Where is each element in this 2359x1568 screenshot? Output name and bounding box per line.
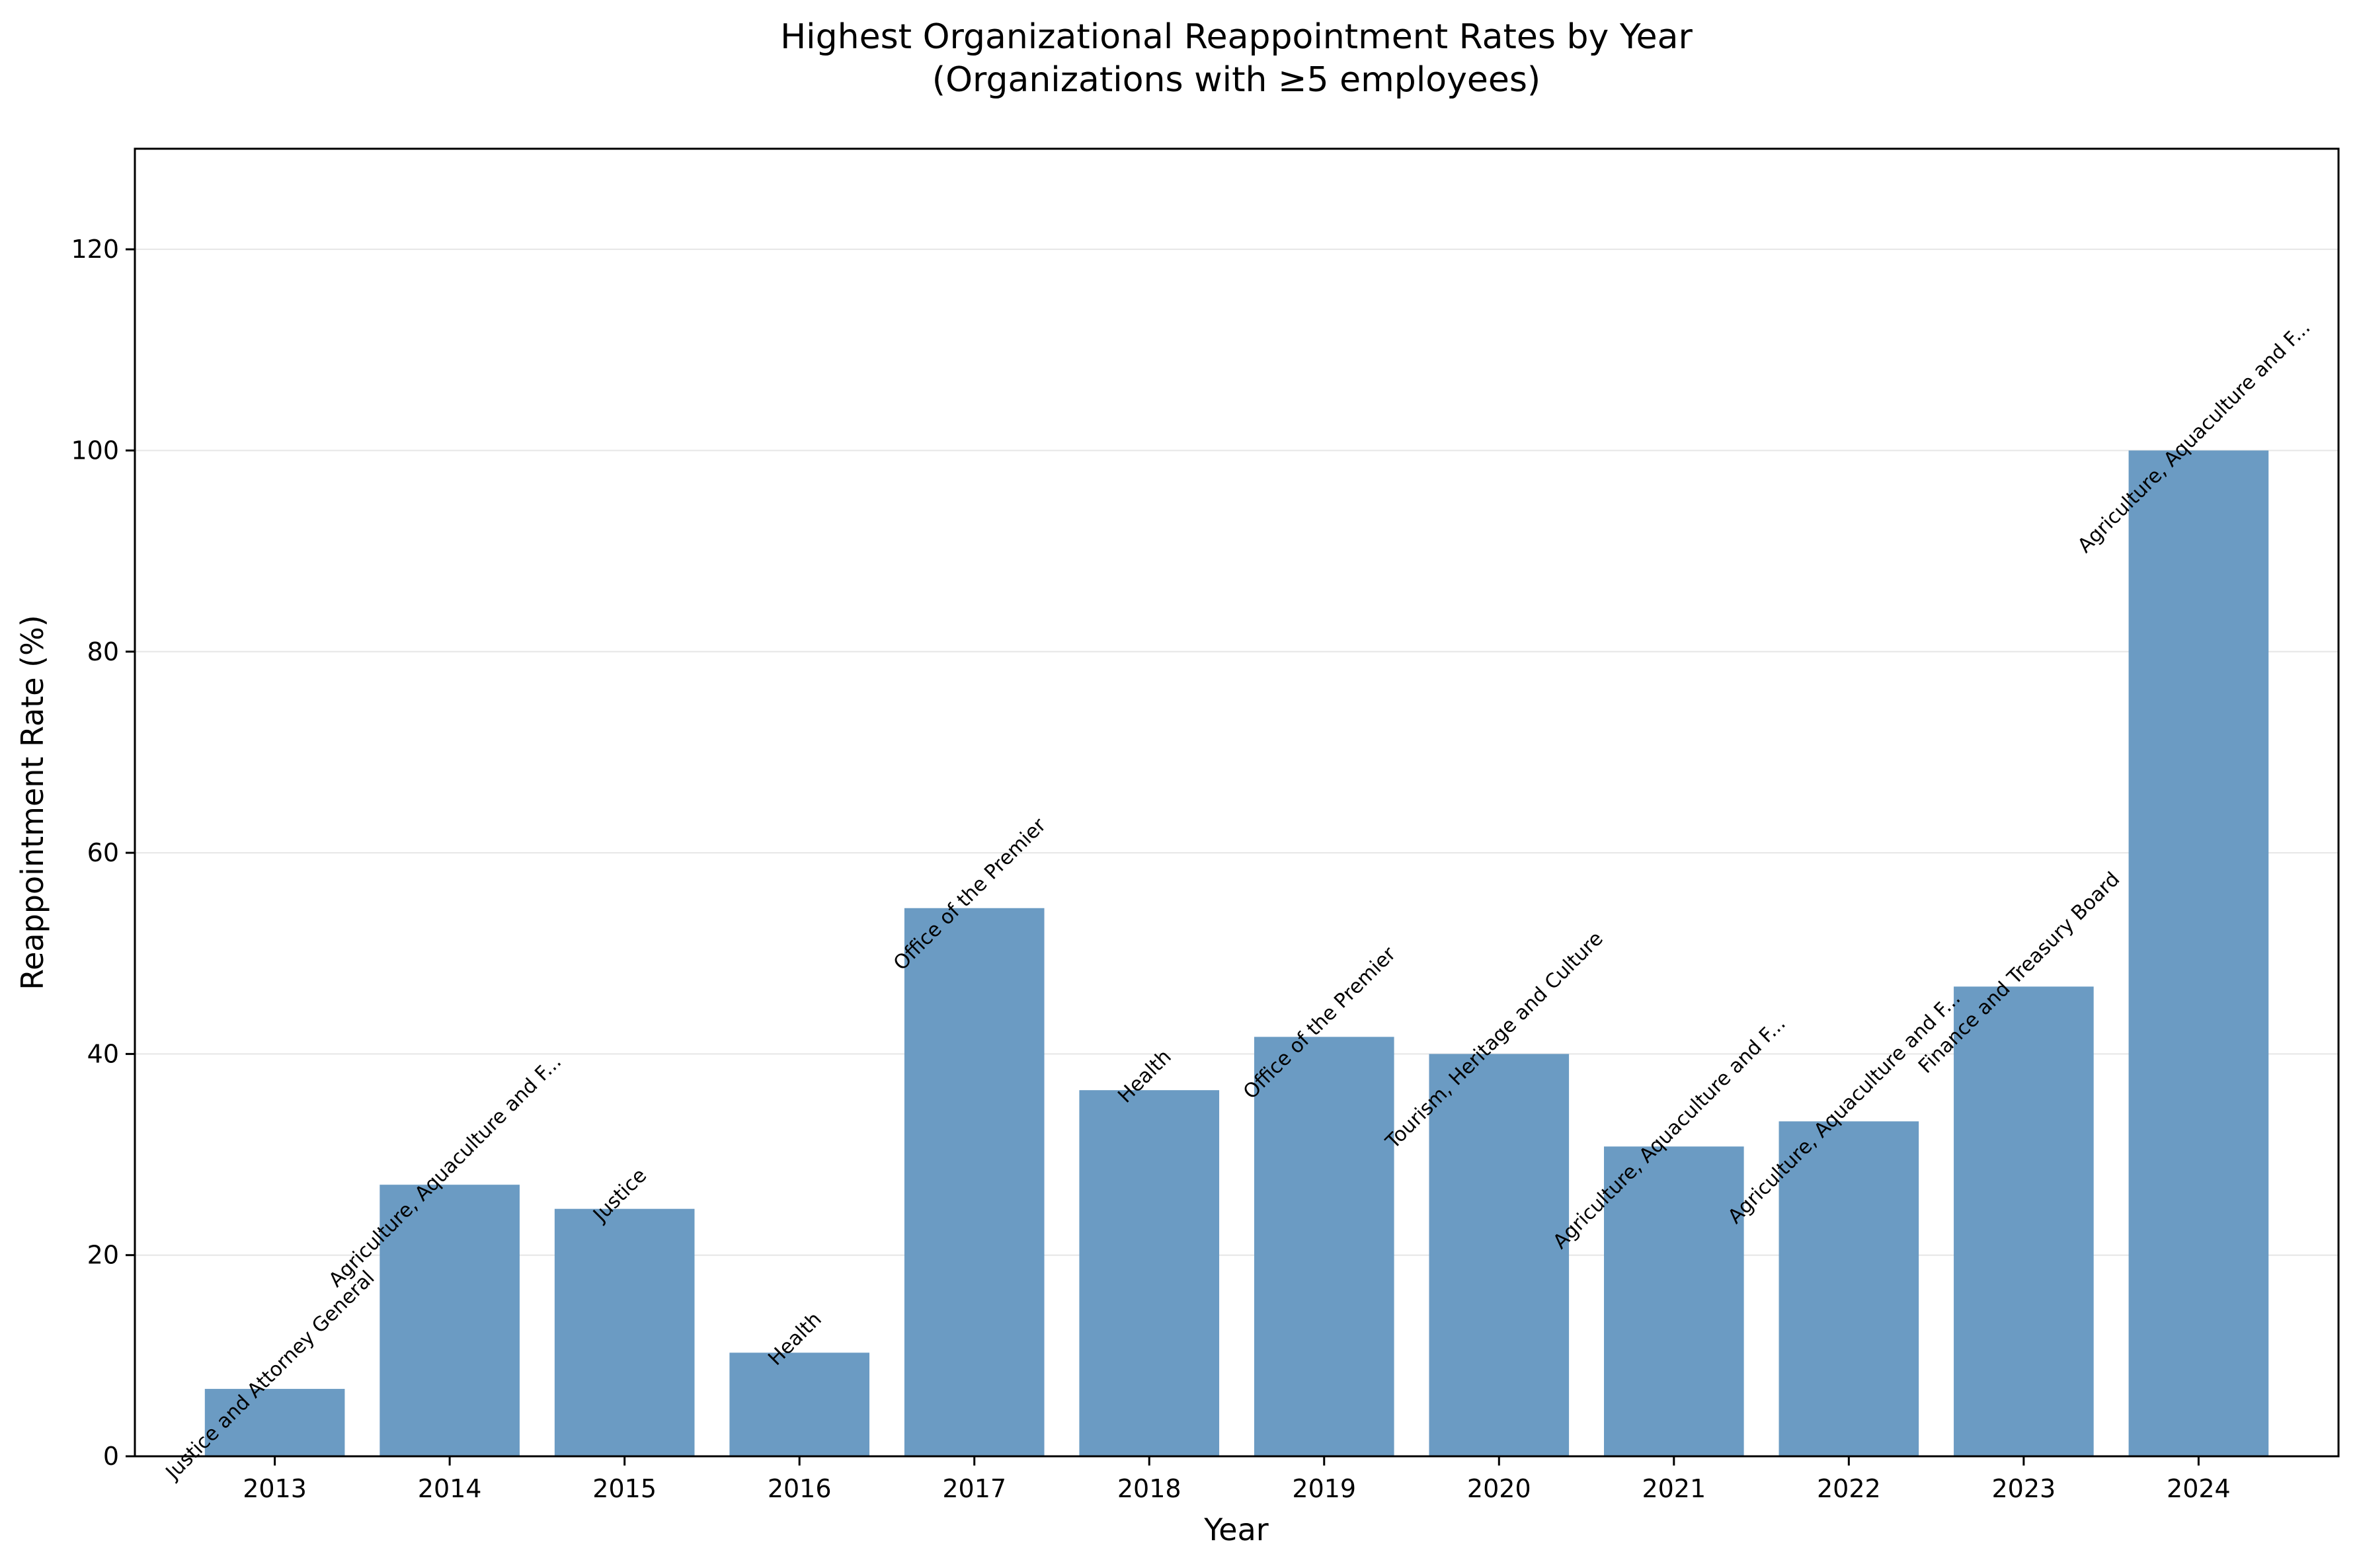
x-tick-label: 2024: [2167, 1474, 2231, 1503]
bar: [1429, 1054, 1570, 1456]
y-tick-label: 40: [87, 1039, 119, 1068]
bar: [2128, 450, 2269, 1456]
bar: [1604, 1146, 1744, 1456]
y-tick-label: 0: [103, 1442, 119, 1471]
bar: [1954, 986, 2094, 1456]
bar: [729, 1352, 869, 1456]
y-tick-label: 20: [87, 1241, 119, 1270]
x-tick-label: 2022: [1817, 1474, 1881, 1503]
y-tick-label: 120: [71, 235, 119, 264]
x-axis-ticks: 2013 2014 2015 2016 2017 2018 2019 2020 2021 2022…: [243, 1456, 2231, 1503]
y-tick-label: 80: [87, 637, 119, 666]
bar: [904, 908, 1045, 1456]
x-tick-label: 2014: [418, 1474, 482, 1503]
x-axis-label: Year: [1203, 1512, 1268, 1548]
x-tick-label: 2019: [1292, 1474, 1356, 1503]
x-tick-label: 2015: [592, 1474, 657, 1503]
bar: [554, 1208, 695, 1456]
bar: [380, 1185, 520, 1456]
x-tick-label: 2020: [1467, 1474, 1531, 1503]
y-axis-ticks: 0 20 40 60 80 100 120: [71, 235, 135, 1471]
x-tick-label: 2016: [768, 1474, 832, 1503]
chart-subtitle: (Organizations with ≥5 employees): [932, 60, 1540, 100]
y-tick-label: 60: [87, 838, 119, 867]
x-tick-label: 2018: [1117, 1474, 1181, 1503]
bar: [1079, 1090, 1220, 1456]
chart-title: Highest Organizational Reappointment Rat…: [780, 17, 1693, 57]
x-tick-label: 2017: [942, 1474, 1006, 1503]
bars: [204, 450, 2269, 1456]
plot-frame: [134, 147, 2340, 1458]
bar: [1779, 1121, 1919, 1456]
x-tick-label: 2023: [1991, 1474, 2056, 1503]
bar: [1254, 1037, 1394, 1456]
y-axis-label: Reappointment Rate (%): [15, 615, 50, 990]
x-tick-label: 2021: [1642, 1474, 1706, 1503]
y-tick-label: 100: [71, 436, 119, 465]
x-tick-label: 2013: [243, 1474, 307, 1503]
bar: [204, 1389, 345, 1456]
